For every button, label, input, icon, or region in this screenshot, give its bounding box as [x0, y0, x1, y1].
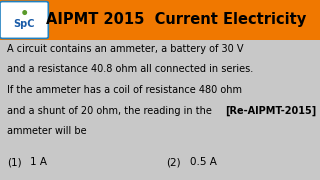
- Text: ammeter will be: ammeter will be: [7, 126, 87, 136]
- Text: and a shunt of 20 ohm, the reading in the: and a shunt of 20 ohm, the reading in th…: [7, 106, 212, 116]
- Text: [Re-AIPMT-2015]: [Re-AIPMT-2015]: [225, 106, 316, 116]
- Text: 0.5 A: 0.5 A: [190, 157, 217, 167]
- Text: If the ammeter has a coil of resistance 480 ohm: If the ammeter has a coil of resistance …: [7, 85, 242, 95]
- FancyBboxPatch shape: [0, 2, 48, 38]
- Text: ⬤: ⬤: [21, 10, 27, 15]
- Text: and a resistance 40.8 ohm all connected in series.: and a resistance 40.8 ohm all connected …: [7, 64, 253, 74]
- Text: SpC: SpC: [13, 19, 35, 29]
- Text: AIPMT 2015  Current Electricity: AIPMT 2015 Current Electricity: [46, 12, 306, 28]
- Bar: [0, 0, 320, 40]
- Text: A circuit contains an ammeter, a battery of 30 V: A circuit contains an ammeter, a battery…: [7, 44, 244, 54]
- Text: 1 A: 1 A: [30, 157, 47, 167]
- Text: (1): (1): [7, 157, 22, 167]
- Text: (2): (2): [166, 157, 181, 167]
